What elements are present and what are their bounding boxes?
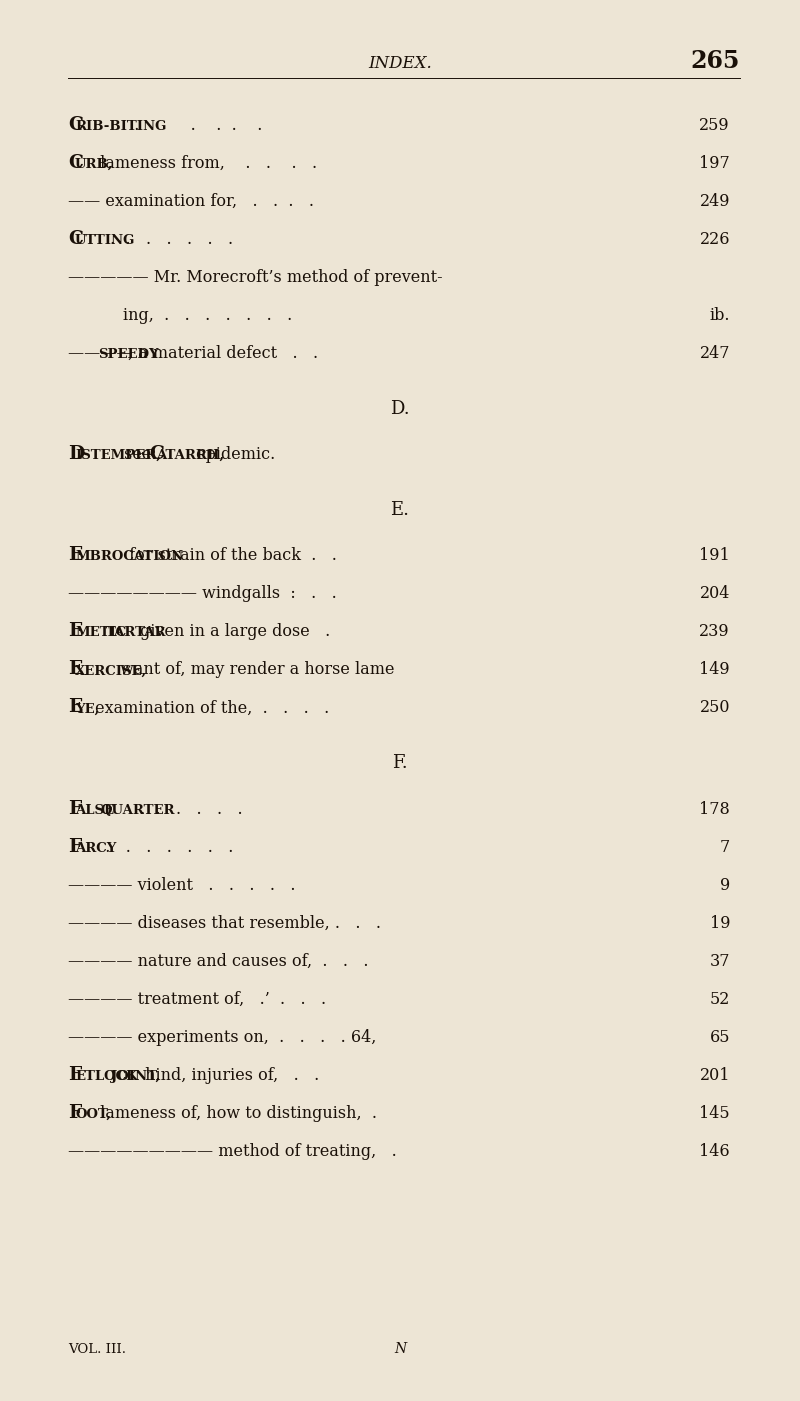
Text: 146: 146 xyxy=(699,1143,730,1160)
Text: F: F xyxy=(68,1104,82,1122)
Text: F: F xyxy=(68,800,82,818)
Text: ISTEMPER,: ISTEMPER, xyxy=(75,450,161,462)
Text: 65: 65 xyxy=(710,1028,730,1045)
Text: METIC: METIC xyxy=(75,626,126,639)
Text: ————: ———— xyxy=(68,345,138,361)
Text: XERCISE,: XERCISE, xyxy=(75,664,147,678)
Text: E: E xyxy=(68,699,82,716)
Text: 226: 226 xyxy=(699,231,730,248)
Text: 149: 149 xyxy=(699,661,730,678)
Text: .  .   .   .   .   .: . . . . . . xyxy=(135,800,243,818)
Text: N: N xyxy=(394,1342,406,1356)
Text: 197: 197 xyxy=(699,156,730,172)
Text: 191: 191 xyxy=(699,548,730,565)
Text: YE,: YE, xyxy=(75,702,99,716)
Text: C: C xyxy=(68,116,83,134)
Text: ib.: ib. xyxy=(710,307,730,324)
Text: C: C xyxy=(68,154,83,172)
Text: 239: 239 xyxy=(699,623,730,640)
Text: VOL. III.: VOL. III. xyxy=(68,1344,126,1356)
Text: F.: F. xyxy=(392,754,408,772)
Text: E: E xyxy=(68,622,82,640)
Text: SPEEDY: SPEEDY xyxy=(98,347,158,361)
Text: 9: 9 xyxy=(720,877,730,894)
Text: for strain of the back  .   .: for strain of the back . . xyxy=(125,548,338,565)
Text: epidemic.: epidemic. xyxy=(191,446,275,464)
Text: D.: D. xyxy=(390,401,410,417)
Text: .   .   .   .   .   .   .: . . . . . . . xyxy=(94,839,233,856)
Text: 37: 37 xyxy=(710,953,730,969)
Text: ———— violent   .   .   .   .   .: ———— violent . . . . . xyxy=(68,877,295,894)
Text: INDEX.: INDEX. xyxy=(368,55,432,71)
Text: ———— diseases that resemble, .   .   .: ———— diseases that resemble, . . . xyxy=(68,915,381,932)
Text: examination of the,  .   .   .   .: examination of the, . . . . xyxy=(90,699,329,716)
Text: ing,  .   .   .   .   .   .   .: ing, . . . . . . . xyxy=(123,307,292,324)
Text: given in a large dose   .: given in a large dose . xyxy=(135,623,330,640)
Text: F: F xyxy=(68,838,82,856)
Text: QUARTER: QUARTER xyxy=(101,804,175,817)
Text: 250: 250 xyxy=(699,699,730,716)
Text: 204: 204 xyxy=(700,586,730,602)
Text: ———— nature and causes of,  .   .   .: ———— nature and causes of, . . . xyxy=(68,953,369,969)
Text: JOINT,: JOINT, xyxy=(110,1069,160,1083)
Text: C: C xyxy=(68,230,83,248)
Text: .          .    .  .    .: . . . . . xyxy=(125,118,262,134)
Text: MBROCATION: MBROCATION xyxy=(75,551,183,563)
Text: 247: 247 xyxy=(699,345,730,361)
Text: 145: 145 xyxy=(699,1104,730,1122)
Text: 259: 259 xyxy=(699,118,730,134)
Text: 7: 7 xyxy=(720,839,730,856)
Text: lameness of, how to distinguish,  .: lameness of, how to distinguish, . xyxy=(94,1104,377,1122)
Text: ———— treatment of,   .’  .   .   .: ———— treatment of, .’ . . . xyxy=(68,991,326,1007)
Text: 265: 265 xyxy=(690,49,740,73)
Text: E: E xyxy=(68,546,82,565)
Text: D: D xyxy=(68,446,84,464)
Text: , a material defect   .   .: , a material defect . . xyxy=(127,345,318,361)
Text: F: F xyxy=(68,1066,82,1083)
Text: hind, injuries of,   .   .: hind, injuries of, . . xyxy=(140,1066,319,1083)
Text: —— examination for,   .   .  .   .: —— examination for, . . . . xyxy=(68,193,314,210)
Text: 201: 201 xyxy=(699,1066,730,1083)
Text: UTTING: UTTING xyxy=(75,234,135,247)
Text: ARCY: ARCY xyxy=(75,842,116,855)
Text: OOT,: OOT, xyxy=(75,1108,111,1121)
Text: ATARRH,: ATARRH, xyxy=(157,450,225,462)
Text: 249: 249 xyxy=(699,193,730,210)
Text: E: E xyxy=(68,660,82,678)
Text: lameness from,    .   .    .   .: lameness from, . . . . xyxy=(94,156,317,172)
Text: 178: 178 xyxy=(699,800,730,818)
Text: ETLOCK: ETLOCK xyxy=(75,1069,138,1083)
Text: 19: 19 xyxy=(710,915,730,932)
Text: want of, may render a horse lame: want of, may render a horse lame xyxy=(114,661,394,678)
Text: ————— Mr. Morecroft’s method of prevent-: ————— Mr. Morecroft’s method of prevent- xyxy=(68,269,442,286)
Text: RIB-BITING: RIB-BITING xyxy=(75,120,166,133)
Text: URB,: URB, xyxy=(75,158,114,171)
Text: ———— experiments on,  .   .   .   . 64,: ———— experiments on, . . . . 64, xyxy=(68,1028,376,1045)
Text: .  .   .   .   .   .   .: . . . . . . . xyxy=(105,231,233,248)
Text: 52: 52 xyxy=(710,991,730,1007)
Text: C: C xyxy=(150,446,164,464)
Text: see: see xyxy=(119,446,157,464)
Text: ————————— method of treating,   .: ————————— method of treating, . xyxy=(68,1143,397,1160)
Text: ALSE: ALSE xyxy=(75,804,114,817)
Text: E.: E. xyxy=(390,502,410,520)
Text: ———————— windgalls  :   .   .: ———————— windgalls : . . xyxy=(68,586,337,602)
Text: TARTAR: TARTAR xyxy=(106,626,166,639)
